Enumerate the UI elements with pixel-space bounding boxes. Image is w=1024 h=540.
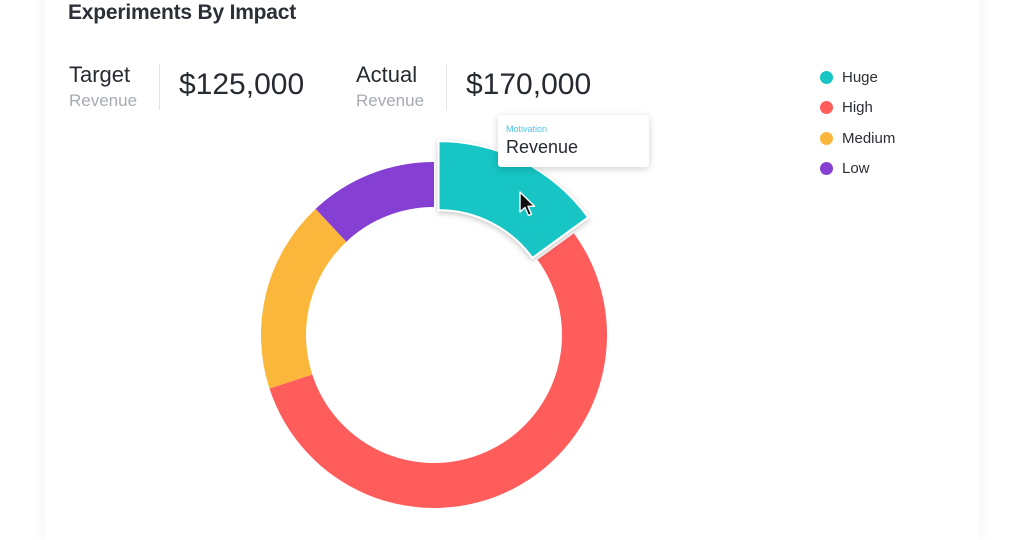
target-metric: Target Revenue $125,000 — [69, 62, 304, 111]
legend-dot-huge — [820, 70, 833, 84]
target-label: Target — [69, 62, 131, 87]
target-sublabel: Revenue — [69, 91, 138, 110]
legend-dot-medium — [820, 131, 833, 145]
legend-label-medium: Medium — [842, 129, 896, 147]
chart-legend: Huge High Medium Low — [820, 62, 895, 184]
mouse-cursor-icon — [519, 191, 536, 217]
donut-slice-low[interactable] — [315, 162, 434, 242]
donut-slice-medium[interactable] — [261, 208, 347, 389]
actual-sublabel: Revenue — [356, 91, 425, 110]
actual-value: $170,000 — [466, 68, 592, 101]
legend-item-high[interactable]: High — [820, 93, 895, 124]
legend-dot-low — [820, 162, 833, 176]
legend-item-huge[interactable]: Huge — [820, 62, 895, 93]
legend-item-low[interactable]: Low — [820, 154, 895, 185]
legend-label-huge: Huge — [842, 68, 878, 86]
legend-label-low: Low — [842, 160, 870, 178]
chart-tooltip: Motivation Revenue — [498, 115, 649, 167]
legend-dot-high — [820, 101, 833, 115]
donut-slice-huge[interactable] — [437, 140, 590, 260]
actual-label: Actual — [356, 62, 418, 87]
donut-slice-high[interactable] — [269, 233, 608, 508]
legend-item-medium[interactable]: Medium — [820, 123, 895, 154]
legend-label-high: High — [842, 99, 873, 117]
actual-metric: Actual Revenue $170,000 — [356, 62, 591, 111]
tooltip-category: Motivation — [506, 124, 548, 134]
donut-chart — [261, 140, 608, 508]
chart-title: Experiments By Impact — [68, 1, 297, 24]
tooltip-value: Revenue — [506, 137, 579, 157]
target-divider — [159, 64, 160, 110]
target-value: $125,000 — [179, 68, 305, 101]
actual-divider — [446, 64, 447, 110]
